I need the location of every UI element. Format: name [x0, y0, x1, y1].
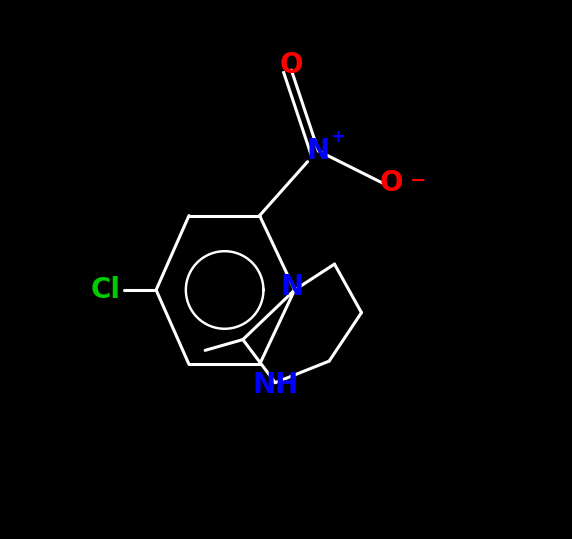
Text: O: O — [379, 169, 403, 197]
Text: Cl: Cl — [90, 276, 121, 304]
Text: NH: NH — [252, 371, 299, 399]
Text: −: − — [410, 171, 426, 190]
Text: N: N — [307, 137, 330, 165]
Text: +: + — [329, 128, 345, 147]
Text: O: O — [280, 51, 303, 79]
Text: N: N — [280, 273, 304, 301]
